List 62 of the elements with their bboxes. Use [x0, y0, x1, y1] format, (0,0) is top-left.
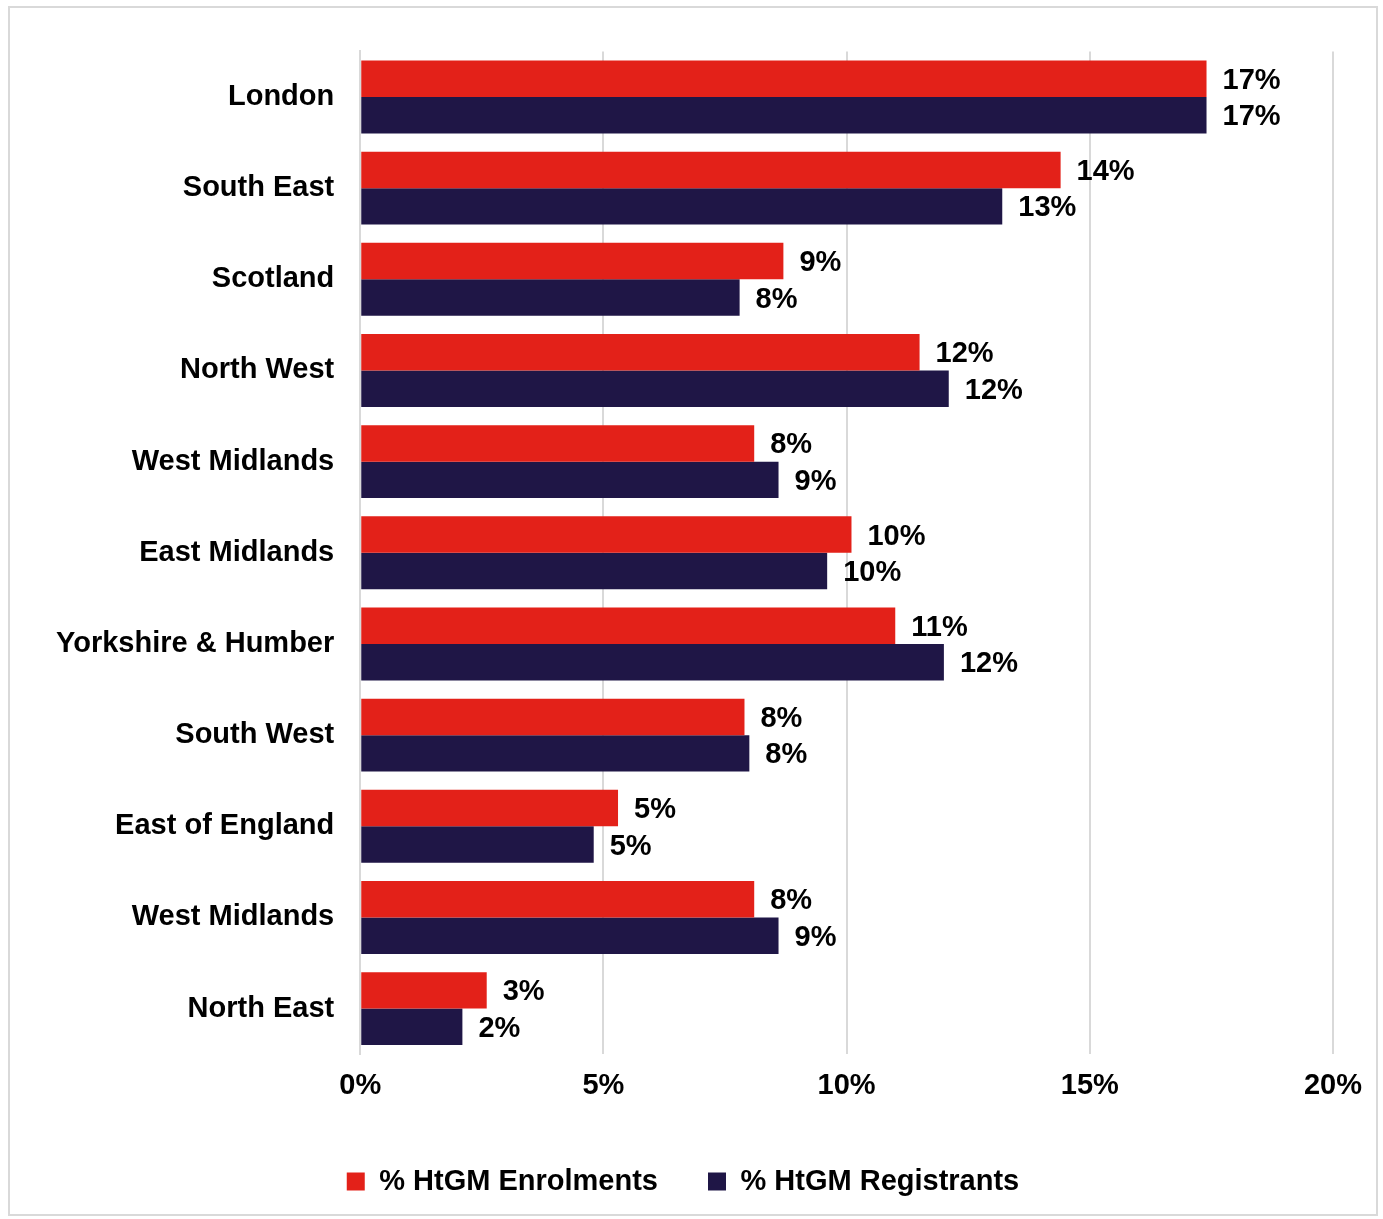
bar	[361, 643, 944, 681]
bar	[361, 334, 920, 371]
data-label: 3%	[502, 974, 545, 1007]
data-label: 2%	[478, 1010, 521, 1043]
legend-label: % HtGM Enrolments	[379, 1163, 658, 1196]
bar	[361, 789, 619, 827]
data-label: 12%	[959, 646, 1019, 679]
y-tick-label: North East	[187, 990, 335, 1023]
data-label: 11%	[911, 609, 968, 642]
data-label: 5%	[634, 792, 677, 825]
data-label: 8%	[760, 700, 803, 733]
bar	[361, 826, 594, 863]
y-tick-label: South West	[175, 717, 335, 750]
y-tick-label: West Midlands	[131, 899, 335, 932]
bar	[361, 151, 1061, 189]
bar	[361, 917, 779, 954]
y-tick-label: North West	[180, 352, 335, 385]
x-tick-label: 0%	[339, 1067, 382, 1100]
bar	[361, 735, 750, 772]
bar	[361, 516, 852, 553]
bar	[361, 1008, 463, 1046]
data-label: 14%	[1076, 153, 1135, 186]
data-label: 8%	[770, 427, 813, 460]
bar	[361, 425, 755, 462]
bar	[361, 370, 949, 407]
x-tick-label: 15%	[1060, 1067, 1120, 1100]
data-label: 9%	[799, 245, 842, 278]
bar	[361, 461, 779, 499]
data-label: 12%	[964, 372, 1024, 405]
bar	[361, 279, 740, 316]
x-tick-label: 20%	[1303, 1067, 1363, 1100]
bar	[361, 242, 784, 280]
bar	[361, 698, 745, 736]
data-label: 8%	[770, 883, 813, 916]
bar	[361, 880, 755, 918]
data-label: 12%	[935, 336, 994, 369]
y-tick-label: London	[227, 78, 335, 111]
y-tick-label: Yorkshire & Humber	[56, 625, 335, 658]
y-tick-label: East Midlands	[139, 534, 335, 567]
bar	[361, 60, 1207, 97]
x-tick-label: 10%	[817, 1067, 876, 1100]
data-label: 17%	[1222, 62, 1281, 95]
y-tick-label: West Midlands	[131, 443, 335, 476]
data-label: 17%	[1222, 99, 1281, 132]
bar	[361, 188, 1003, 225]
x-tick-label: 5%	[582, 1067, 625, 1100]
y-tick-label: South East	[182, 170, 335, 203]
bar	[361, 972, 487, 1009]
data-label: 10%	[843, 555, 902, 588]
y-tick-label: Scotland	[211, 261, 335, 294]
data-label: 9%	[794, 463, 837, 496]
data-label: 9%	[794, 919, 837, 952]
data-label: 8%	[755, 281, 798, 314]
data-label: 8%	[765, 737, 808, 770]
legend-label: % HtGM Registrants	[740, 1163, 1020, 1196]
data-label: 13%	[1018, 190, 1077, 223]
bar	[361, 607, 896, 644]
data-label: 10%	[867, 518, 926, 551]
y-tick-label: East of England	[115, 808, 335, 841]
bar	[361, 96, 1207, 134]
data-label: 5%	[609, 828, 652, 861]
bar	[361, 552, 828, 590]
